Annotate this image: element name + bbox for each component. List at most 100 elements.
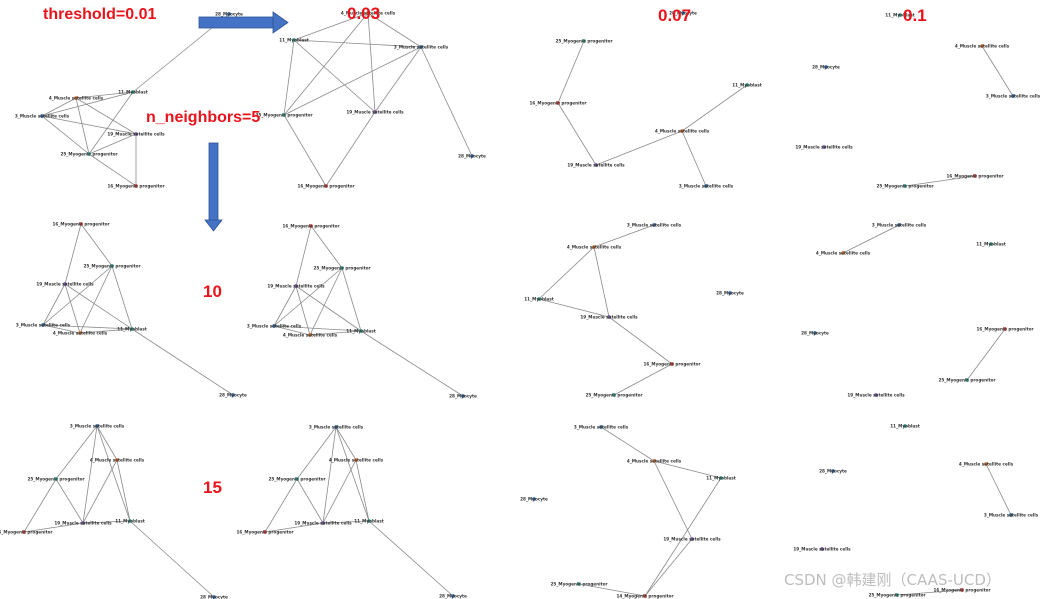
graph-edge xyxy=(41,115,137,135)
node-label: 28_Myocyte xyxy=(520,497,548,502)
graph-edge xyxy=(79,265,113,334)
node-label: 19_Muscle satellite cells xyxy=(267,284,325,289)
graph-edge xyxy=(23,522,84,533)
graph-edge xyxy=(116,459,131,522)
graph-node xyxy=(960,588,964,592)
graph-edge xyxy=(131,328,234,396)
graph-nodes-t003-k10: 16_Myogenic progenitor 25_Myogenic progen… xyxy=(247,224,477,399)
graph-edge xyxy=(325,111,376,187)
graph-edge xyxy=(82,520,131,524)
graph-edge xyxy=(981,45,1014,97)
node-label: 19_Muscle satellite cells xyxy=(567,163,625,168)
graph-edge xyxy=(41,91,134,117)
node-label: 11_Myoblast xyxy=(346,329,375,334)
graph-edge xyxy=(310,225,343,269)
graph-edge xyxy=(309,330,362,336)
graph-edge xyxy=(593,246,610,318)
graph-node xyxy=(582,39,586,43)
graph-edge xyxy=(904,175,976,187)
graph-edge xyxy=(111,265,133,330)
node-label: 19_Muscle satellite cells xyxy=(580,315,638,320)
nodes-layer: 28_Myocyte 11_Myoblast 4_Muscle satellite … xyxy=(0,11,1041,599)
graph-panel-t003-k10 xyxy=(273,225,464,397)
graph-panel-t01-k10 xyxy=(842,224,1006,381)
graph-edge xyxy=(64,283,133,330)
node-label: 25_Myogenic progenitor xyxy=(550,582,608,587)
graph-edge xyxy=(374,46,422,113)
graph-edge xyxy=(75,91,134,99)
graph-edge xyxy=(538,298,610,318)
node-label: 28_Myocyte xyxy=(716,291,744,296)
node-label: 28_Myocyte xyxy=(819,469,847,474)
node-label: 16_Myogenic progenitor xyxy=(282,224,340,229)
graph-node xyxy=(367,519,371,523)
node-label: 3_Muscle satellite cells xyxy=(309,425,364,430)
graph-nodes-t007-k5: 28_Myocyte 25_Myogenic progenitor 11_Myobl… xyxy=(529,11,761,189)
node-label: 4_Muscle satellite cells xyxy=(627,459,682,464)
graph-edge xyxy=(341,267,362,332)
graph-edge xyxy=(295,285,362,332)
node-label: 25_Myogenic progenitor xyxy=(313,266,371,271)
graph-node xyxy=(532,497,536,501)
graph-panel-t001-k15 xyxy=(23,425,215,598)
node-label: 4_Muscle satellite cells xyxy=(90,458,145,463)
node-label: 28_Myocyte xyxy=(812,65,840,70)
graph-node xyxy=(820,547,824,551)
node-label: 3_Muscle satellite cells xyxy=(872,223,927,228)
graph-edge xyxy=(595,130,683,166)
neighbors-row2-label: 10 xyxy=(203,282,222,301)
node-label: 19_Muscle satellite cells xyxy=(847,393,905,398)
node-label: 19_Muscle satellite cells xyxy=(795,145,853,150)
graph-node xyxy=(652,223,656,227)
graph-edge xyxy=(360,330,464,397)
graph-panel-t007-k15 xyxy=(578,426,722,597)
graph-edge xyxy=(293,39,422,48)
graph-node xyxy=(87,152,91,156)
graph-panel-t01-k15 xyxy=(896,463,1012,596)
graph-edge xyxy=(42,283,66,326)
graph-edge xyxy=(79,328,133,334)
graph-node xyxy=(594,163,598,167)
graph-node xyxy=(272,324,276,328)
graph-node xyxy=(984,462,988,466)
graph-node xyxy=(898,13,902,17)
graph-edge xyxy=(41,97,77,117)
node-label: 19_Muscle satellite cells xyxy=(36,282,94,287)
graph-edge xyxy=(367,12,422,48)
graph-edge xyxy=(593,224,655,248)
graph-edge xyxy=(55,478,84,524)
graph-edge xyxy=(88,133,137,155)
graph-node xyxy=(41,323,45,327)
neighbors-label: n_neighbors=5 xyxy=(146,109,260,126)
arrow-down-icon xyxy=(204,142,223,232)
graph-edge xyxy=(644,477,722,597)
graph-panel-t01-k5 xyxy=(904,45,1014,187)
graph-node xyxy=(690,537,694,541)
node-label: 4_Muscle satellite cells xyxy=(53,331,108,336)
graph-edge xyxy=(335,426,357,461)
graph-node xyxy=(461,394,465,398)
node-label: 3_Muscle satellite cells xyxy=(574,425,629,430)
graph-nodes-t001-k5: 28_Myocyte 11_Myoblast 4_Muscle satellite … xyxy=(15,12,243,189)
node-label: 28_Myocyte xyxy=(669,11,697,16)
node-label: 25_Myogenic progenitor xyxy=(938,378,996,383)
threshold-col2-label: 0.03 xyxy=(347,4,380,23)
graph-edge xyxy=(295,225,312,287)
node-label: 3_Muscle satellite cells xyxy=(15,114,70,119)
graph-edge xyxy=(557,102,597,166)
graph-panel-t007-k10 xyxy=(538,224,673,396)
node-label: 16_Myogenic progenitor xyxy=(236,530,294,535)
node-label: 3_Muscle satellite cells xyxy=(986,94,1041,99)
graph-node xyxy=(63,282,67,286)
graph-node xyxy=(728,291,732,295)
graph-edge xyxy=(644,538,693,597)
graph-edge xyxy=(283,46,422,116)
node-label: 19_Muscle satellite cells xyxy=(663,537,721,542)
graph-nodes-t003-k15: 3_Muscle satellite cells 4_Muscle satelli… xyxy=(236,425,467,599)
graph-node xyxy=(903,424,907,428)
graph-node xyxy=(973,174,977,178)
node-label: 25_Myogenic progenitor xyxy=(83,264,141,269)
graph-node xyxy=(115,458,119,462)
edges-layer xyxy=(23,12,1014,598)
